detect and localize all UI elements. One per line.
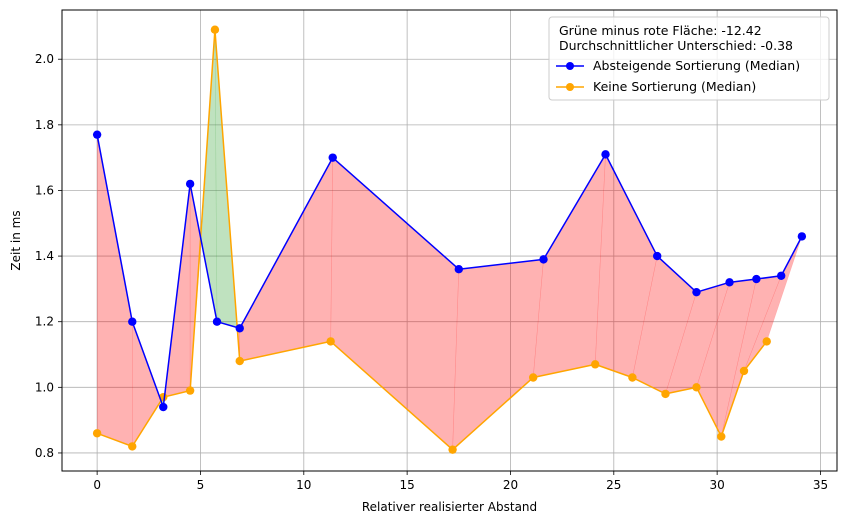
y-tick-label: 2.0 [35,52,54,66]
ticks: 0 5 10 15 20 25 30 35 0.8 1.0 1.2 1.4 1.6 1.8 2.0 [35,52,828,492]
series-line-descending [96,134,803,408]
data-point-descending [212,317,222,326]
axes-frame [61,9,838,472]
data-point-descending [601,150,610,159]
legend-label-unsorted: Keine Sortierung (Median) [593,79,756,94]
x-tick-label: 30 [709,478,724,492]
data-point-descending [185,179,195,189]
y-tick-label: 0.8 [35,446,54,460]
data-point-descending [777,271,786,280]
data-point-unsorted [692,383,701,392]
legend-marker-unsorted [566,83,574,91]
data-point-descending [328,153,337,162]
x-tick-label: 15 [399,478,414,492]
y-tick-label: 1.6 [35,183,54,197]
data-point-unsorted [717,432,726,441]
y-tick-label: 1.0 [35,380,54,394]
data-point-unsorted [235,356,244,366]
data-point-unsorted [210,25,220,34]
legend-annotation-mean: Durchschnittlicher Unterschied: -0.38 [559,38,793,53]
legend-marker-descending [566,62,574,70]
legend-annotation-area: Grüne minus rote Fläche: -12.42 [559,23,762,38]
data-point-descending [797,232,807,241]
data-point-descending [92,130,102,139]
data-point-unsorted [529,373,538,382]
data-point-unsorted [739,366,749,376]
data-point-descending [235,324,244,333]
data-point-descending [692,287,701,297]
y-axis-label: Zeit in ms [9,210,23,270]
data-point-unsorted [762,337,771,346]
data-point-unsorted [448,445,457,454]
legend-entry-unsorted: Keine Sortierung (Median) [556,79,756,94]
legend: Grüne minus rote Fläche: -12.42 Durchsch… [548,16,830,101]
x-tick-label: 0 [93,478,101,492]
series-layer [92,25,807,454]
data-point-unsorted [628,373,637,382]
fill-segment-red [452,259,544,451]
legend-label-descending: Absteigende Sortierung (Median) [593,58,800,73]
fill-segment-red [330,157,460,451]
fill-segment-red [532,154,606,378]
data-point-unsorted [326,337,335,346]
x-axis-label: Relativer realisierter Abstand [362,500,537,514]
data-point-unsorted [92,429,102,438]
data-point-unsorted [128,442,137,451]
data-point-unsorted [185,386,195,395]
fill-segment-red [239,157,333,362]
y-tick-label: 1.8 [35,118,54,132]
data-point-descending [128,317,137,326]
x-tick-label: 25 [606,478,621,492]
x-tick-label: 35 [813,478,828,492]
y-tick-label: 1.4 [35,249,54,263]
x-tick-label: 10 [296,478,311,492]
series-line-unsorted [96,28,768,451]
data-point-unsorted [591,360,600,369]
data-point-descending [653,251,662,261]
data-point-descending [159,402,168,412]
fill-segment-red [132,321,162,448]
x-tick-label: 20 [503,478,518,492]
data-point-descending [539,255,548,264]
x-tick-label: 5 [197,478,205,492]
data-point-descending [454,265,463,274]
data-point-descending [725,278,734,287]
data-point-unsorted [661,389,670,399]
data-point-descending [752,274,761,284]
y-tick-label: 1.2 [35,315,54,329]
legend-box [548,16,830,101]
legend-entry-descending: Absteigende Sortierung (Median) [556,58,800,73]
